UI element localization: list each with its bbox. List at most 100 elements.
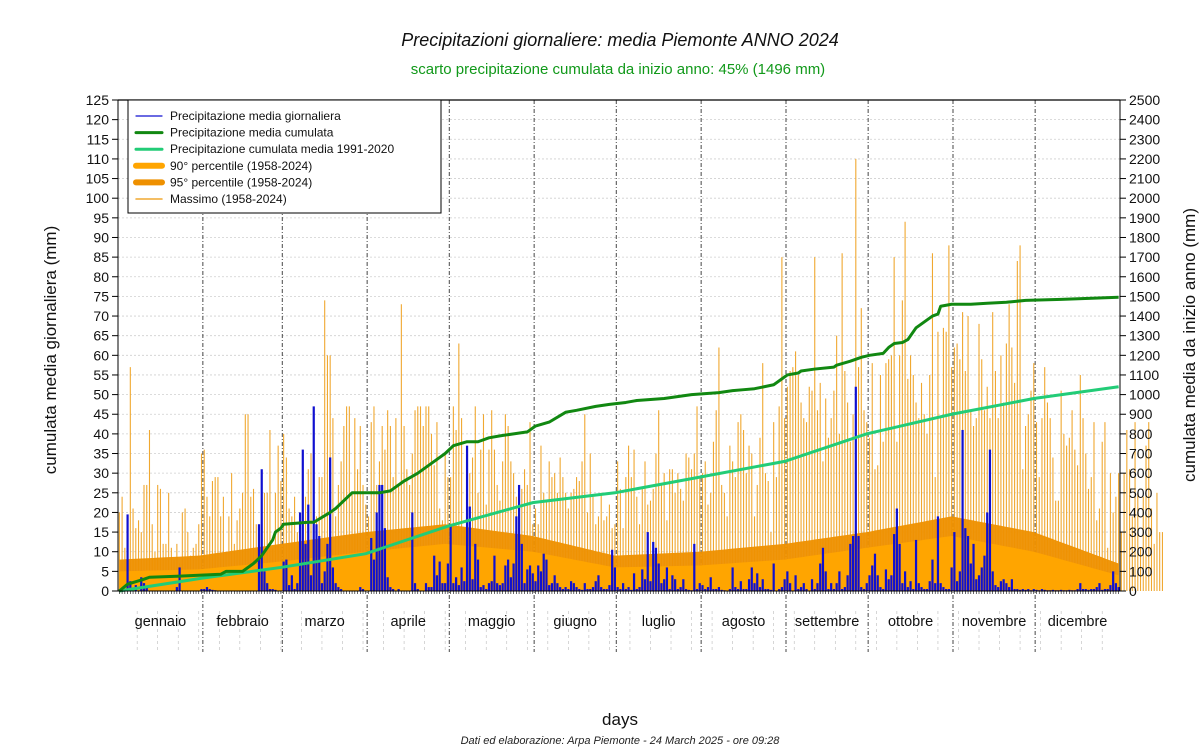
daily-bar xyxy=(312,406,315,591)
daily-bar xyxy=(641,569,644,591)
daily-bar xyxy=(487,583,491,591)
legend-label-cumulative: Precipitazione media cumulata xyxy=(170,126,334,140)
daily-bar xyxy=(323,571,326,591)
y-tick-label-left: 30 xyxy=(93,465,109,481)
daily-bar xyxy=(945,589,948,591)
daily-bar xyxy=(679,587,682,591)
daily-bar xyxy=(635,589,638,591)
daily-bar xyxy=(665,567,669,591)
daily-bar xyxy=(515,516,518,591)
daily-bar xyxy=(446,563,449,591)
y-tick-label-right: 1800 xyxy=(1129,229,1160,245)
daily-bar xyxy=(646,532,649,591)
daily-bar xyxy=(947,589,950,591)
daily-bar xyxy=(860,587,863,591)
daily-bar xyxy=(501,583,504,591)
month-label: giugno xyxy=(553,614,597,630)
daily-bar xyxy=(301,449,304,591)
daily-bar xyxy=(761,579,764,591)
daily-bar xyxy=(627,587,630,591)
daily-bar xyxy=(433,555,436,591)
daily-bar xyxy=(980,567,983,591)
daily-bar xyxy=(129,581,132,591)
daily-bar xyxy=(381,484,384,591)
daily-bar xyxy=(542,553,545,591)
daily-bar xyxy=(485,589,488,591)
daily-bar xyxy=(1027,589,1030,591)
y-tick-label-left: 105 xyxy=(86,171,110,187)
daily-bar xyxy=(1024,589,1027,591)
daily-bar xyxy=(709,577,712,591)
daily-bar xyxy=(772,563,775,591)
daily-bar xyxy=(372,559,376,591)
daily-bar xyxy=(490,581,493,591)
y-tick-label-left: 80 xyxy=(93,269,109,285)
daily-bar xyxy=(318,536,321,591)
daily-bar xyxy=(676,589,679,591)
daily-bar xyxy=(1013,589,1016,591)
daily-bar xyxy=(1018,589,1022,591)
daily-bar xyxy=(126,514,129,591)
daily-bar xyxy=(378,484,381,591)
daily-bar xyxy=(370,537,373,591)
month-label: agosto xyxy=(722,614,766,630)
daily-bar xyxy=(531,573,534,591)
y-tick-label-left: 15 xyxy=(93,524,109,540)
y-tick-label-left: 40 xyxy=(93,426,109,442)
y-tick-label-left: 75 xyxy=(93,288,109,304)
daily-bar xyxy=(528,565,532,591)
daily-bar xyxy=(416,589,419,591)
cumulative-line xyxy=(118,295,1119,593)
daily-bar xyxy=(307,504,310,591)
y-tick-label-left: 90 xyxy=(93,229,109,245)
daily-bar xyxy=(331,567,335,591)
daily-bar xyxy=(334,583,337,591)
daily-bar xyxy=(997,587,1000,591)
daily-bar xyxy=(517,484,521,591)
y-tick-label-right: 2200 xyxy=(1129,151,1160,167)
y-tick-label-right: 1500 xyxy=(1129,288,1160,304)
daily-bar xyxy=(720,589,723,591)
daily-bar xyxy=(622,583,625,591)
daily-bar xyxy=(643,579,647,591)
daily-bar xyxy=(580,589,584,591)
cumulative-lines xyxy=(118,295,1119,593)
month-label: aprile xyxy=(390,614,425,630)
y-tick-label-right: 900 xyxy=(1129,406,1153,422)
daily-bar xyxy=(452,583,455,591)
daily-bar xyxy=(747,579,751,591)
chart-footer: Dati ed elaborazione: Arpa Piemonte - 24… xyxy=(461,735,781,747)
daily-bar xyxy=(893,534,896,591)
daily-bar xyxy=(1090,589,1093,591)
daily-bar xyxy=(340,589,343,591)
daily-bar xyxy=(326,543,329,591)
daily-bar xyxy=(789,583,792,591)
y-tick-label-left: 50 xyxy=(93,387,109,403)
daily-bar xyxy=(819,563,822,591)
daily-bar xyxy=(901,583,904,591)
daily-bar xyxy=(1079,583,1082,591)
daily-bar xyxy=(397,589,400,591)
daily-bar xyxy=(594,581,597,591)
daily-bar xyxy=(616,587,619,591)
daily-bar xyxy=(548,585,551,591)
daily-bar xyxy=(537,565,540,591)
daily-bar xyxy=(1040,589,1044,591)
daily-bar xyxy=(835,583,838,591)
daily-bar xyxy=(211,589,214,591)
daily-bar xyxy=(556,583,559,591)
daily-bar xyxy=(298,512,302,591)
daily-bar xyxy=(753,583,756,591)
daily-bar xyxy=(271,589,274,591)
daily-bar xyxy=(145,587,148,591)
y-tick-label-right: 1000 xyxy=(1129,387,1160,403)
daily-bar xyxy=(799,587,803,591)
daily-bar xyxy=(539,571,543,591)
daily-bar xyxy=(701,585,704,591)
daily-bar xyxy=(1087,589,1090,591)
daily-bar xyxy=(769,589,773,591)
daily-bar xyxy=(441,583,444,591)
daily-bar xyxy=(931,559,934,591)
chart-subtitle: scarto precipitazione cumulata da inizio… xyxy=(411,61,825,78)
